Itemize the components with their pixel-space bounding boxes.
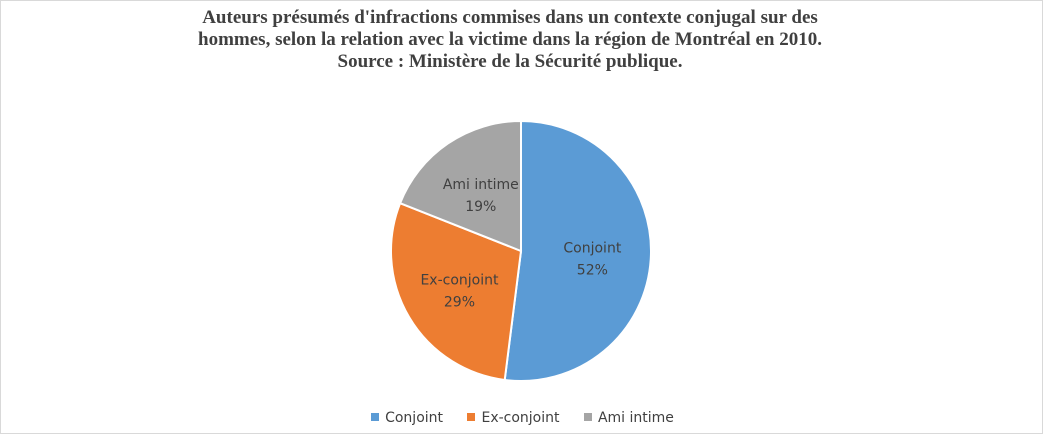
- legend-item-conjoint: Conjoint: [371, 410, 443, 426]
- legend-item-ex-conjoint: Ex-conjoint: [467, 410, 560, 426]
- legend-label-ami-intime: Ami intime: [597, 410, 674, 426]
- legend-label-ex-conjoint: Ex-conjoint: [481, 410, 560, 426]
- legend-swatch-ex-conjoint: [467, 413, 476, 421]
- data-label-value-ex-conjoint: 29%: [444, 294, 475, 310]
- legend-label-conjoint: Conjoint: [385, 410, 444, 426]
- data-label-value-ami-intime: 19%: [465, 199, 496, 215]
- chart-title: Auteurs présumés d'infractions commises …: [1, 7, 1019, 73]
- pie-slice-ami-intime: [398, 119, 522, 253]
- pie-slice-conjoint: [503, 119, 652, 382]
- chart-title-line-2: hommes, selon la relation avec la victim…: [198, 29, 822, 50]
- legend-swatch-ami-intime: [583, 413, 592, 421]
- data-label-value-conjoint: 52%: [577, 262, 608, 278]
- pie-slice-ex-conjoint: [390, 201, 523, 382]
- chart-title-line-3: Source : Ministère de la Sécurité publiq…: [337, 51, 683, 72]
- legend: Conjoint Ex-conjoint Ami intime: [1, 410, 1043, 426]
- data-label-category-ami-intime: Ami intime: [443, 177, 519, 193]
- legend-swatch-conjoint: [371, 413, 380, 421]
- chart-title-line-1: Auteurs présumés d'infractions commises …: [202, 7, 818, 28]
- legend-item-ami-intime: Ami intime: [583, 410, 674, 426]
- data-label-category-ex-conjoint: Ex-conjoint: [420, 272, 499, 288]
- data-label-category-conjoint: Conjoint: [563, 240, 621, 256]
